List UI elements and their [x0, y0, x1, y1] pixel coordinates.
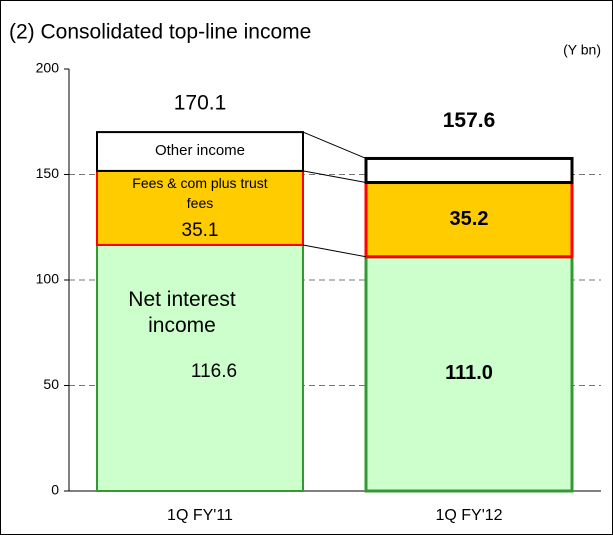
series-name: Net interest income — [128, 287, 236, 338]
connector — [302, 131, 367, 159]
y-tick-label: 0 — [51, 482, 59, 498]
data-label: 111.0 — [445, 362, 493, 384]
total-label: 157.6 — [443, 109, 496, 132]
y-tick-label: 100 — [36, 271, 60, 287]
y-tick-label: 200 — [36, 60, 60, 76]
x-tick-label: 1Q FY'11 — [167, 507, 233, 524]
unit-label: (Y bn) — [563, 42, 601, 58]
bar-segment — [96, 131, 304, 172]
chart-title: (2) Consolidated top-line income — [9, 21, 311, 44]
total-label: 170.1 — [174, 92, 227, 115]
bar-segment — [364, 156, 574, 185]
connector — [302, 244, 367, 258]
data-label: 35.2 — [450, 208, 489, 230]
y-tick-label: 50 — [43, 376, 59, 392]
bar-segment — [96, 169, 304, 246]
data-label: 116.6 — [191, 361, 237, 382]
y-tick-label: 150 — [36, 165, 60, 181]
series-name: Other income — [154, 141, 246, 159]
series-name: Fees & com plus trust fees — [132, 174, 268, 212]
x-tick-label: 1Q FY'12 — [435, 507, 502, 524]
data-label: 35.1 — [182, 220, 219, 241]
connector — [302, 170, 367, 184]
bar-segment — [364, 255, 574, 493]
bar-segment — [96, 243, 304, 492]
